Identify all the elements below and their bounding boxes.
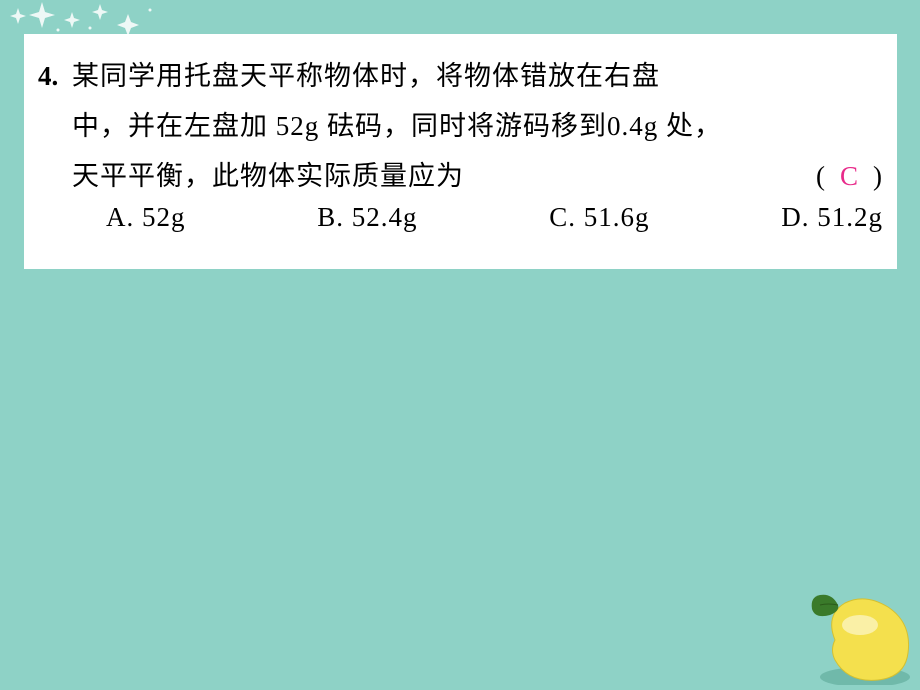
option-b: B. 52.4g (317, 202, 417, 233)
question-line-1: 某同学用托盘天平称物体时，将物体错放在右盘 (72, 52, 883, 102)
option-d: D. 51.2g (781, 202, 883, 233)
option-a: A. 52g (106, 202, 186, 233)
option-c: C. 51.6g (549, 202, 649, 233)
question-number: 4. (38, 61, 72, 92)
answer-options: A. 52g B. 52.4g C. 51.6g D. 51.2g (72, 202, 883, 233)
answer-letter: C (840, 161, 859, 191)
question-panel: 4. 某同学用托盘天平称物体时，将物体错放在右盘 中，并在左盘加 52g 砝码，… (24, 34, 897, 269)
question-line-3: 天平平衡，此物体实际质量应为 (C) (72, 152, 883, 202)
answer-paren: (C) (816, 152, 883, 202)
question-line-2: 中，并在左盘加 52g 砝码，同时将游码移到0.4g 处， (72, 102, 883, 152)
lemon-decoration (790, 585, 920, 690)
